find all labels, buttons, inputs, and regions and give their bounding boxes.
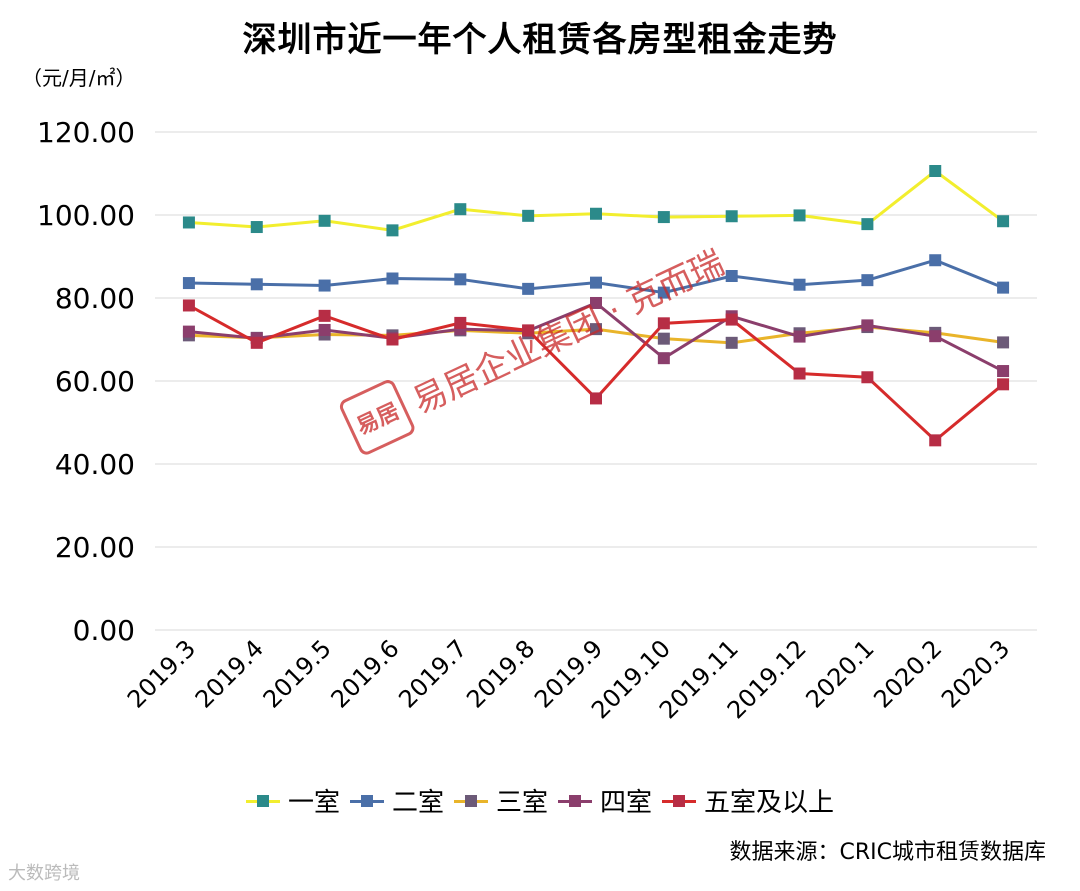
data-point [929,165,942,178]
legend-swatch [453,791,488,811]
data-point [454,316,467,329]
legend-swatch [349,791,384,811]
y-tick-label: 40.00 [55,448,135,481]
x-tick-label: 2020.3 [936,634,1015,713]
data-point [522,324,535,337]
x-axis-ticks: 2019.32019.42019.52019.62019.72019.82019… [122,634,1015,724]
y-tick-label: 60.00 [55,365,135,398]
data-point [657,286,670,299]
x-tick-label: 2019.4 [190,634,269,713]
data-point [318,309,331,322]
legend-label: 五室及以上 [704,788,835,818]
y-tick-label: 80.00 [55,282,135,315]
data-point [657,352,670,365]
data-point [793,209,806,222]
data-point [929,434,942,447]
y-tick-label: 100.00 [37,199,135,232]
data-point [182,277,195,290]
legend-item: 四室 [558,782,652,819]
data-point [725,270,738,283]
data-point [182,299,195,312]
data-point [250,221,263,234]
data-point [861,319,874,332]
data-point [250,278,263,291]
series-5 [182,299,1010,447]
data-point [590,392,602,405]
data-point [590,323,602,336]
x-tick-label: 2020.2 [868,634,947,713]
legend-item: 一室 [245,782,340,819]
data-point [725,210,738,223]
legend-label: 一室 [287,788,340,818]
legend-item: 五室及以上 [662,782,834,819]
data-point [997,378,1010,391]
data-point [725,336,738,349]
legend-swatch [558,791,592,811]
y-tick-label: 0.00 [73,614,135,647]
series-line [188,169,1004,232]
data-point [250,336,263,349]
data-point [793,330,806,343]
legend-swatch [245,791,280,811]
data-point [590,207,602,220]
data-point [861,371,874,384]
x-tick-label: 2019.8 [461,634,540,713]
grid-lines [155,131,1037,631]
data-point [386,333,399,346]
data-point [657,211,670,224]
data-point [861,274,874,287]
data-point [590,276,602,289]
x-tick-label: 2020.1 [800,634,879,713]
legend-item: 三室 [453,782,548,819]
series-group [182,165,1010,447]
data-point [929,254,942,267]
x-tick-label: 2019.7 [393,634,472,713]
x-tick-label: 2019.5 [258,634,337,713]
y-axis-ticks: 0.00 20.00 40.00 60.00 80.00 100.00 120.00 [37,116,135,647]
data-point [522,282,535,295]
data-point [657,317,670,330]
series-1 [182,165,1010,237]
corner-logo: 大数跨境 [8,863,80,884]
legend-label: 三室 [495,788,548,818]
legend-label: 四室 [600,788,653,818]
data-point [454,273,467,286]
legend-label: 二室 [391,788,444,818]
data-point [182,325,195,338]
data-point [997,336,1010,349]
data-point [861,218,874,231]
y-tick-label: 20.00 [55,531,135,564]
data-point [657,332,670,345]
legend-swatch [662,791,697,811]
y-axis-unit-label: （元/月/㎡） [22,66,136,90]
data-point [997,281,1010,294]
data-point [793,278,806,291]
x-tick-label: 2019.6 [326,634,405,713]
data-point [997,365,1010,378]
legend: 一室 二室 三室 四室 五室及以上 [0,782,1080,819]
data-point [997,215,1010,228]
y-tick-label: 120.00 [37,116,135,149]
data-point [522,209,535,222]
data-point [386,272,399,285]
data-point [929,330,942,343]
data-point [318,214,331,227]
data-point [725,313,738,326]
chart-title: 深圳市近一年个人租赁各房型租金走势 [242,20,838,60]
series-2 [182,254,1010,299]
data-point [454,203,467,216]
data-point [793,367,806,380]
legend-item: 二室 [349,782,444,819]
data-source: 数据来源：CRIC城市租赁数据库 [729,840,1047,865]
data-point [182,216,195,229]
data-point [386,224,399,237]
data-point [590,296,602,309]
data-point [318,323,331,336]
data-point [318,279,331,292]
line-chart: 0.00 20.00 40.00 60.00 80.00 100.00 120.00 201… [37,116,1037,724]
